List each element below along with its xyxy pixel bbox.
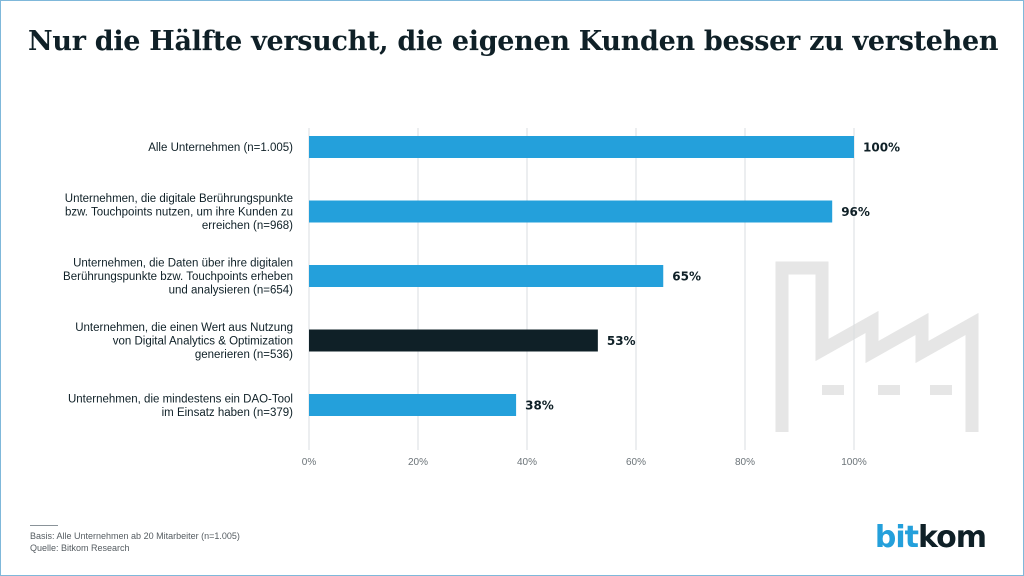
chart-title: Nur die Hälfte versucht, die eigenen Kun… (28, 26, 999, 57)
category-label-line: Unternehmen, die digitale Berührungspunk… (65, 193, 293, 205)
x-tick-label: 100% (841, 457, 867, 468)
bar (309, 265, 664, 287)
logo-part-kom: kom (917, 520, 987, 555)
category-label: Unternehmen, die einen Wert aus Nutzung v… (75, 322, 293, 361)
factory-window-icon (930, 385, 952, 395)
category-label-line: von Digital Analytics & Optimization (113, 336, 293, 348)
bar (309, 329, 598, 352)
category-label: Unternehmen, die Daten über ihre digital… (63, 258, 293, 297)
bar (309, 394, 517, 416)
category-label-line: Unternehmen, die Daten über ihre digital… (73, 258, 293, 270)
category-label-line: bzw. Touchpoints nutzen, um ihre Kunden … (65, 207, 293, 219)
x-tick-label: 0% (302, 457, 317, 468)
bar-value-label: 65% (672, 270, 701, 284)
x-tick-label: 60% (626, 457, 646, 468)
category-label-line: Berührungspunkte bzw. Touchpoints erhebe… (63, 271, 293, 283)
bar (309, 200, 833, 223)
category-label-line: und analysieren (n=654) (169, 285, 294, 297)
category-label: Alle Unternehmen (n=1.005) (148, 142, 293, 154)
bar-value-label: 96% (841, 205, 870, 219)
x-tick-label: 20% (408, 457, 428, 468)
bar-value-label: 38% (525, 399, 554, 413)
category-label-line: erreichen (n=968) (202, 220, 293, 232)
x-tick-label: 80% (735, 457, 755, 468)
factory-window-icon (822, 385, 844, 395)
bar-value-label: 53% (607, 334, 636, 348)
bar (309, 136, 854, 158)
bitkom-logo: bitkom (874, 520, 987, 555)
category-label-line: generieren (n=536) (195, 349, 293, 361)
bar-value-label: 100% (863, 141, 900, 155)
factory-outline-icon (775, 261, 979, 432)
footer-basis: Basis: Alle Unternehmen ab 20 Mitarbeite… (30, 531, 240, 541)
category-label-line: Unternehmen, die einen Wert aus Nutzung (75, 322, 293, 334)
category-label-line: Unternehmen, die mindestens ein DAO-Tool (68, 393, 293, 405)
category-label: Unternehmen, die mindestens ein DAO-Tool… (68, 393, 293, 419)
factory-window-icon (878, 385, 900, 395)
x-tick-label: 40% (517, 457, 537, 468)
category-label-line: im Einsatz haben (n=379) (162, 407, 294, 419)
logo-part-bit: bit (874, 520, 919, 555)
category-label: Unternehmen, die digitale Berührungspunk… (65, 193, 293, 232)
category-label-line: Alle Unternehmen (n=1.005) (148, 142, 293, 154)
footer-divider (30, 525, 58, 526)
footer-source: Quelle: Bitkom Research (30, 543, 130, 553)
